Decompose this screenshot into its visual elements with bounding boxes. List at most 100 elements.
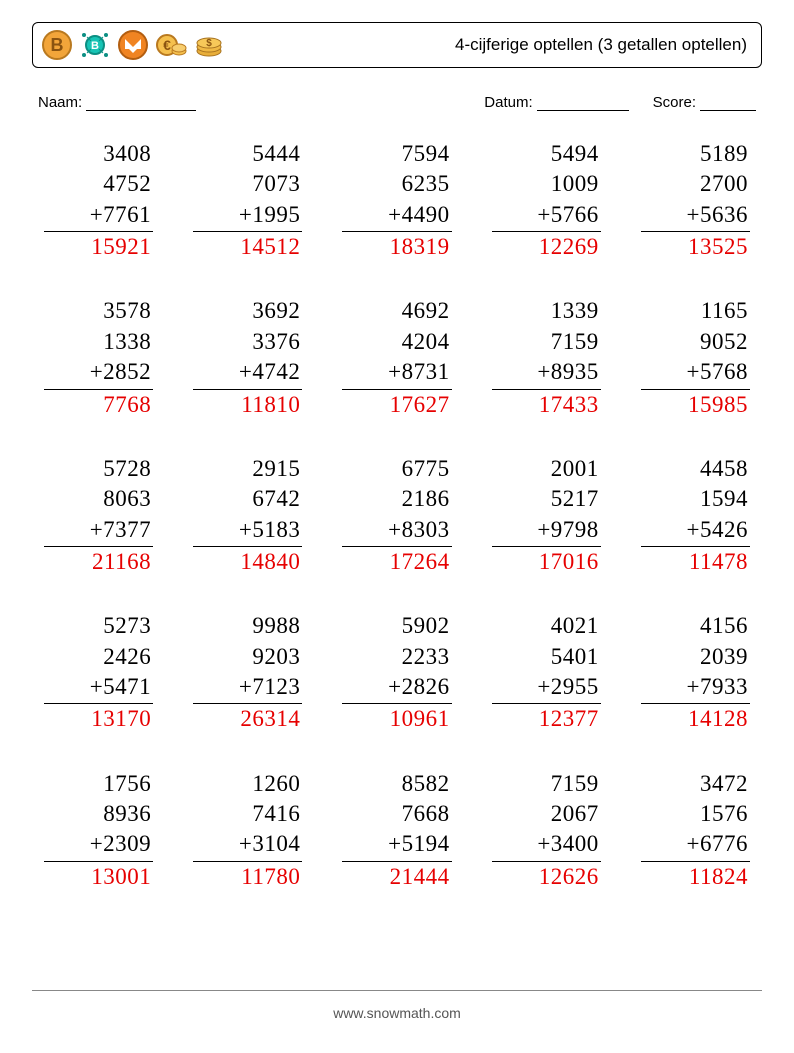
operand-1: 1756 [103,769,153,799]
operand-2: 9052 [700,327,750,357]
problem: 20015217+979817016 [492,454,601,577]
answer: 12377 [539,704,601,734]
operand-1: 5728 [103,454,153,484]
answer: 11780 [241,862,302,892]
operand-1: 5273 [103,611,153,641]
answer: 12269 [539,232,601,262]
operand-3: +4490 [342,200,451,232]
answer: 17016 [539,547,601,577]
problem: 13397159+893517433 [492,296,601,419]
answer: 14128 [688,704,750,734]
problem: 57288063+737721168 [44,454,153,577]
name-field: Naam: [38,94,196,111]
problem: 85827668+519421444 [342,769,451,892]
operand-2: 7159 [551,327,601,357]
bitcoin-gold-icon: B [41,29,73,61]
operand-1: 3578 [103,296,153,326]
operand-3: +6776 [641,829,750,861]
operand-1: 7159 [551,769,601,799]
operand-3: +5768 [641,357,750,389]
operand-3: +2955 [492,672,601,704]
date-blank[interactable] [537,95,629,111]
operand-2: 2426 [103,642,153,672]
dollar-coins-icon: $ [193,29,225,61]
operand-3: +7933 [641,672,750,704]
operand-2: 1009 [551,169,601,199]
operand-1: 9988 [252,611,302,641]
operand-2: 8063 [103,484,153,514]
operand-2: 9203 [252,642,302,672]
operand-2: 1576 [700,799,750,829]
operand-3: +8935 [492,357,601,389]
problem: 34084752+776115921 [44,139,153,262]
answer: 14840 [240,547,302,577]
answer: 17264 [390,547,452,577]
problem: 35781338+28527768 [44,296,153,419]
operand-2: 6742 [252,484,302,514]
operand-3: +5426 [641,515,750,547]
operand-3: +2826 [342,672,451,704]
problem: 67752186+830317264 [342,454,451,577]
svg-text:€: € [163,37,171,53]
footer-rule [32,990,762,991]
problem: 99889203+712326314 [193,611,302,734]
svg-text:$: $ [206,38,212,49]
operand-1: 3408 [103,139,153,169]
score-blank[interactable] [700,95,756,111]
operand-1: 2915 [252,454,302,484]
answer: 15985 [688,390,750,420]
problem: 59022233+282610961 [342,611,451,734]
monero-icon [117,29,149,61]
operand-3: +9798 [492,515,601,547]
operand-3: +5636 [641,200,750,232]
problem: 36923376+474211810 [193,296,302,419]
answer: 13170 [91,704,153,734]
operand-2: 5217 [551,484,601,514]
operand-1: 8582 [402,769,452,799]
operand-2: 4204 [402,327,452,357]
answer: 10961 [390,704,452,734]
answer: 13001 [91,862,153,892]
answer: 26314 [240,704,302,734]
operand-1: 4021 [551,611,601,641]
answer: 21168 [92,547,153,577]
problem: 41562039+793314128 [641,611,750,734]
name-label: Naam: [38,94,82,111]
answer: 17627 [390,390,452,420]
problem: 51892700+563613525 [641,139,750,262]
operand-1: 6775 [402,454,452,484]
operand-3: +5194 [342,829,451,861]
answer: 21444 [390,862,452,892]
bitcoin-teal-icon: B [79,29,111,61]
operand-1: 4156 [700,611,750,641]
problem: 12607416+310411780 [193,769,302,892]
operand-2: 7668 [402,799,452,829]
operand-1: 4458 [700,454,750,484]
date-label: Datum: [484,94,532,111]
operand-3: +5766 [492,200,601,232]
operand-2: 3376 [252,327,302,357]
operand-2: 2067 [551,799,601,829]
problem: 52732426+547113170 [44,611,153,734]
date-field: Datum: [484,94,628,111]
operand-1: 3692 [252,296,302,326]
operand-3: +5471 [44,672,153,704]
svg-text:B: B [91,40,99,52]
answer: 11810 [241,390,302,420]
problem: 17568936+230913001 [44,769,153,892]
problem: 54941009+576612269 [492,139,601,262]
operand-1: 1165 [701,296,750,326]
operand-2: 1338 [103,327,153,357]
operand-3: +3400 [492,829,601,861]
operand-1: 5189 [700,139,750,169]
name-blank[interactable] [86,95,196,111]
score-field: Score: [653,94,756,111]
operand-3: +4742 [193,357,302,389]
operand-2: 7073 [252,169,302,199]
operand-1: 5494 [551,139,601,169]
answer: 15921 [91,232,153,262]
operand-2: 2700 [700,169,750,199]
answer: 12626 [539,862,601,892]
worksheet-title: 4-cijferige optellen (3 getallen optelle… [455,35,747,55]
answer: 14512 [240,232,302,262]
